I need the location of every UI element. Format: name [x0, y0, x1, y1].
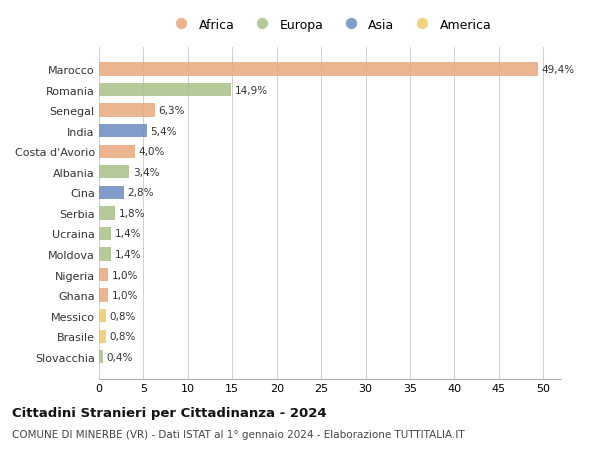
Bar: [99, 63, 538, 77]
Text: 5,4%: 5,4%: [151, 126, 177, 136]
Bar: [99, 84, 232, 97]
Bar: [99, 166, 129, 179]
Bar: [99, 330, 106, 343]
Text: 2,8%: 2,8%: [127, 188, 154, 198]
Bar: [99, 125, 147, 138]
Text: 49,4%: 49,4%: [541, 65, 575, 75]
Text: COMUNE DI MINERBE (VR) - Dati ISTAT al 1° gennaio 2024 - Elaborazione TUTTITALIA: COMUNE DI MINERBE (VR) - Dati ISTAT al 1…: [12, 429, 464, 439]
Bar: [99, 207, 115, 220]
Bar: [99, 186, 124, 200]
Text: 1,8%: 1,8%: [119, 208, 145, 218]
Text: Cittadini Stranieri per Cittadinanza - 2024: Cittadini Stranieri per Cittadinanza - 2…: [12, 406, 326, 419]
Bar: [99, 289, 108, 302]
Text: 1,4%: 1,4%: [115, 249, 142, 259]
Legend: Africa, Europa, Asia, America: Africa, Europa, Asia, America: [165, 15, 495, 35]
Text: 0,4%: 0,4%: [106, 352, 133, 362]
Bar: [99, 145, 134, 158]
Text: 1,0%: 1,0%: [112, 291, 138, 301]
Text: 3,4%: 3,4%: [133, 168, 159, 178]
Bar: [99, 350, 103, 364]
Bar: [99, 104, 155, 118]
Text: 6,3%: 6,3%: [158, 106, 185, 116]
Text: 1,4%: 1,4%: [115, 229, 142, 239]
Text: 14,9%: 14,9%: [235, 85, 268, 95]
Text: 0,8%: 0,8%: [110, 311, 136, 321]
Bar: [99, 269, 108, 282]
Text: 4,0%: 4,0%: [138, 147, 164, 157]
Text: 1,0%: 1,0%: [112, 270, 138, 280]
Bar: [99, 309, 106, 323]
Bar: [99, 227, 112, 241]
Text: 0,8%: 0,8%: [110, 331, 136, 341]
Bar: [99, 248, 112, 261]
